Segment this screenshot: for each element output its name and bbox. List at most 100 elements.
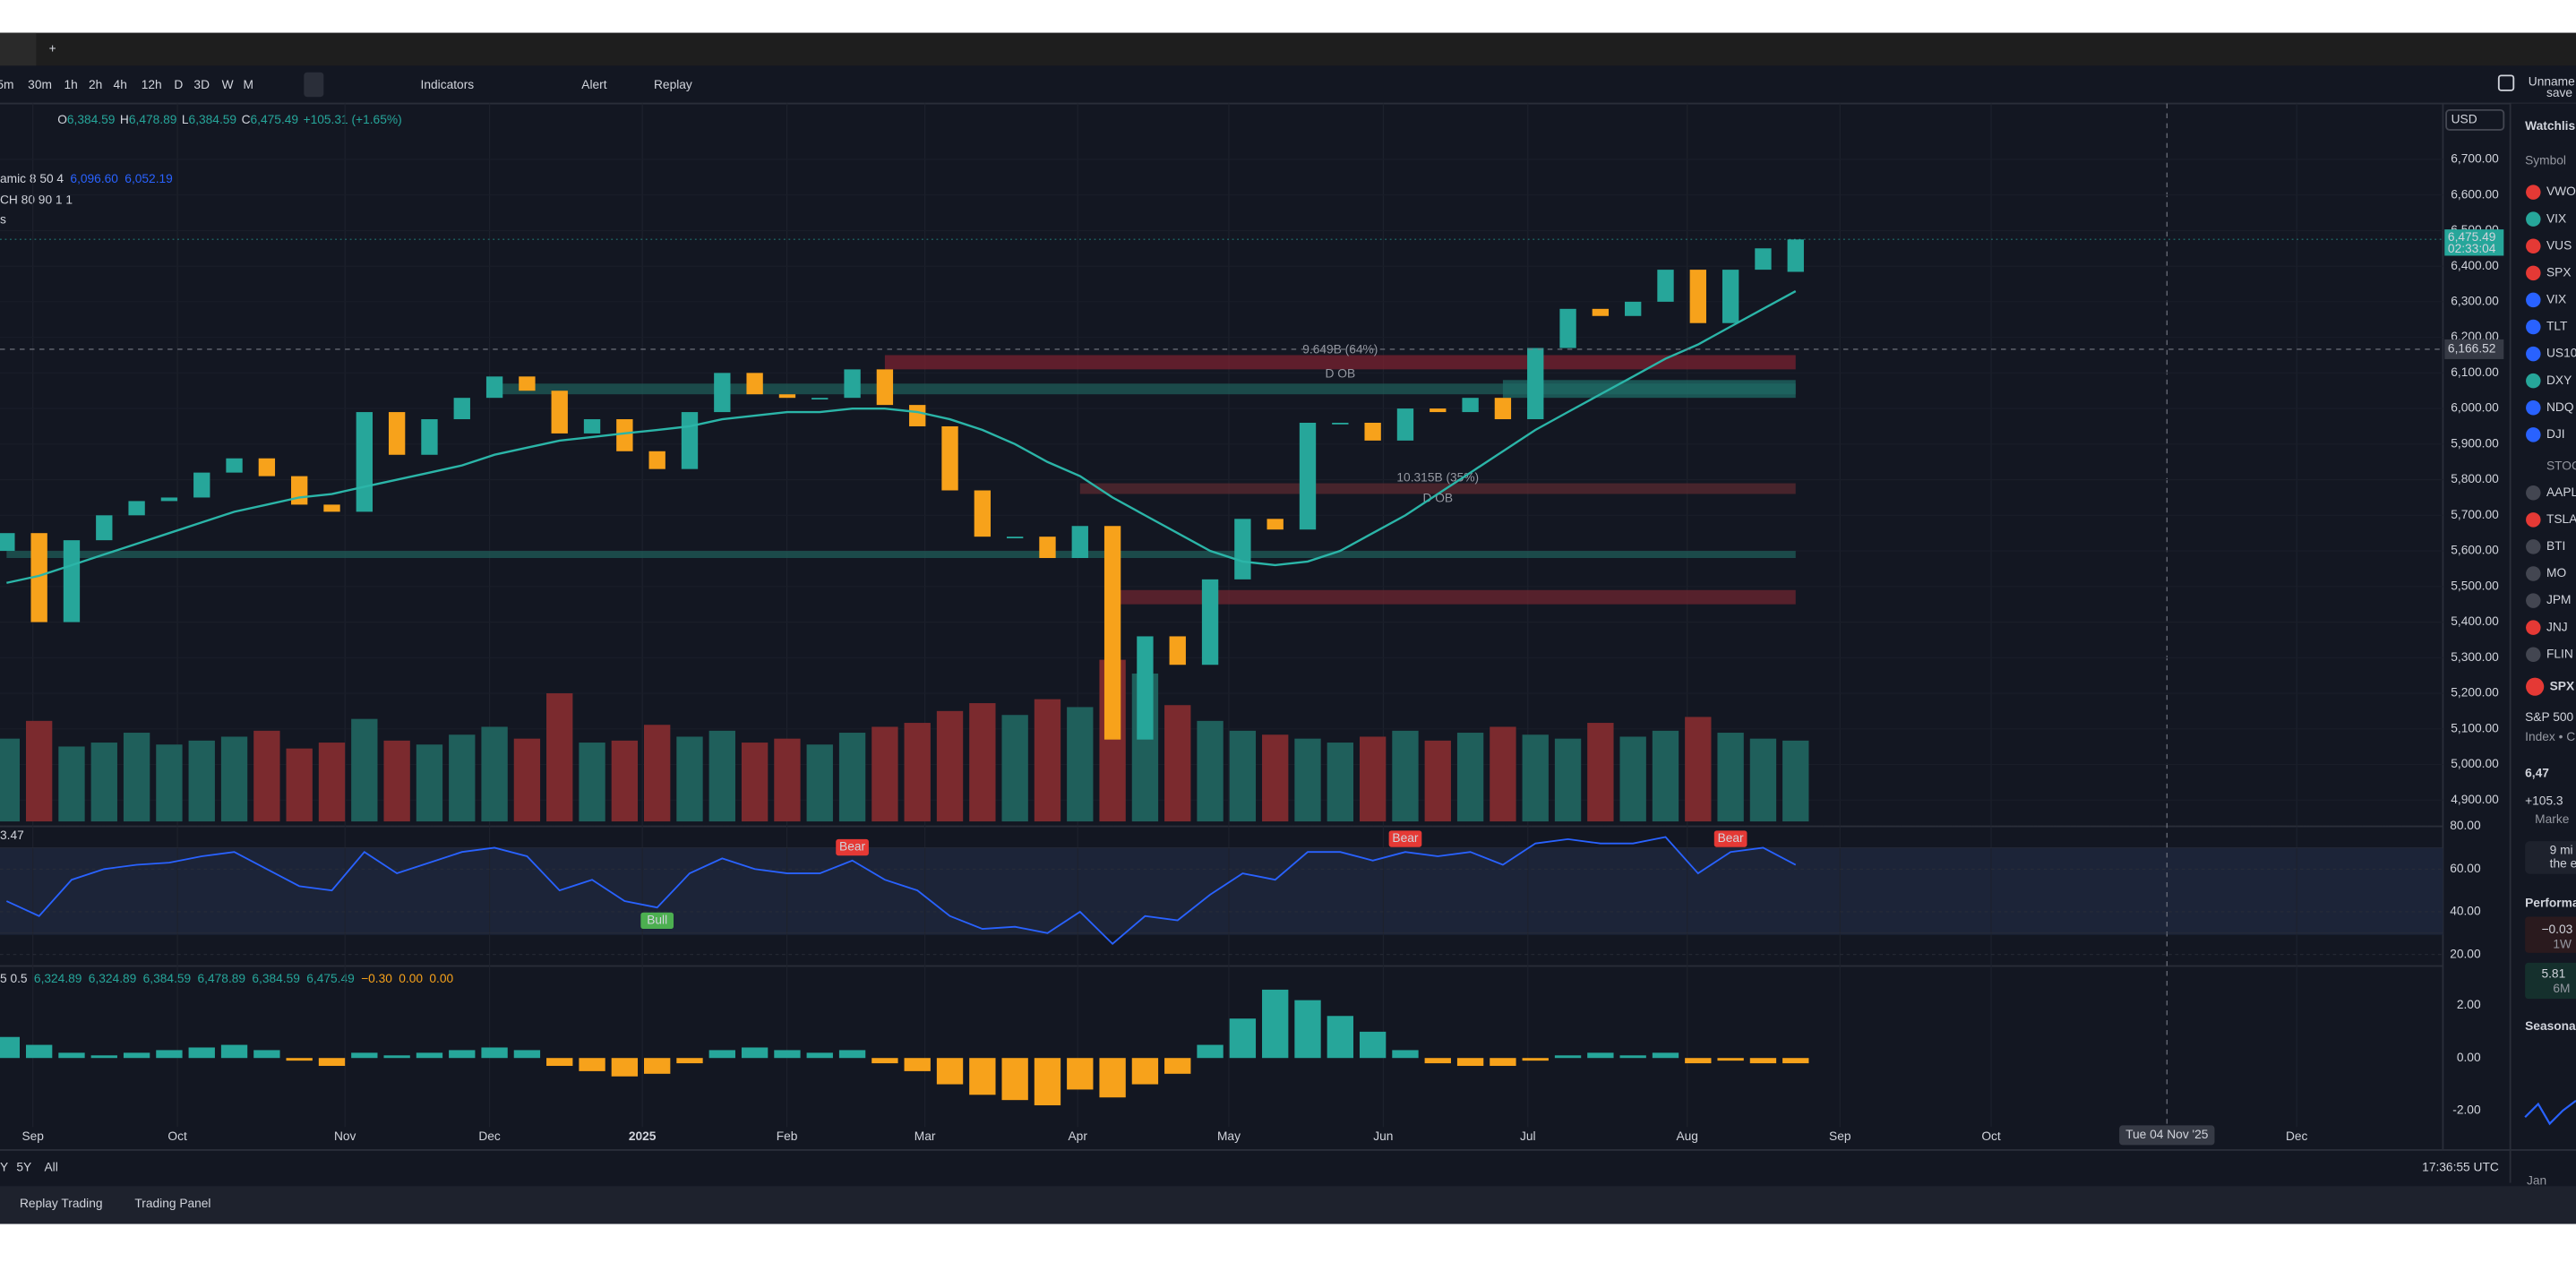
macd-bar	[774, 1050, 801, 1059]
layout-name[interactable]: Unname	[2529, 74, 2575, 88]
candle-body	[876, 369, 894, 406]
macd-bar	[1652, 1052, 1679, 1059]
candle-body	[323, 504, 340, 512]
candle-body	[1657, 270, 1674, 302]
order-block-sublabel: D OB	[1422, 492, 1453, 505]
top-toolbar	[0, 65, 2576, 104]
interval-button[interactable]: 3D	[193, 78, 210, 91]
macd-value: 6,384.59	[143, 972, 192, 985]
watchlist-symbol[interactable]: VIX	[2546, 293, 2566, 306]
interval-button[interactable]: 1h	[64, 78, 78, 91]
interval-button[interactable]: 12h	[142, 78, 162, 91]
news-text: the e	[2550, 856, 2576, 870]
watchlist-symbol[interactable]: US10	[2546, 347, 2576, 360]
time-label: Feb	[777, 1129, 798, 1143]
macd-bar	[123, 1052, 150, 1059]
macd-bar	[1685, 1058, 1712, 1064]
macd-bar	[644, 1058, 671, 1074]
macd-bar	[1456, 1058, 1484, 1067]
watchlist-symbol[interactable]: NDQ	[2546, 400, 2574, 414]
ohlc-part: 6,384.59	[189, 113, 237, 126]
candle-body	[811, 398, 829, 400]
candle-body	[1430, 408, 1447, 413]
watchlist-symbol[interactable]: SPX	[2546, 265, 2572, 279]
detail-symbol: SPX	[2550, 679, 2575, 692]
range-button[interactable]: All	[45, 1161, 58, 1174]
macd-bar	[513, 1050, 541, 1059]
macd-bar	[156, 1050, 183, 1059]
watchlist-symbol[interactable]: DXY	[2546, 374, 2572, 387]
interval-button[interactable]: 30m	[28, 78, 52, 91]
divergence-tag	[1713, 830, 1747, 847]
indicator-legend: s	[0, 212, 6, 226]
perf-card	[2525, 962, 2576, 1000]
candle-body	[1234, 519, 1251, 580]
interval-button[interactable]: D	[174, 78, 183, 91]
watchlist-symbol[interactable]: VUS	[2546, 238, 2572, 252]
candle-body	[193, 472, 210, 498]
price-tick-label: 6,600.00	[2451, 187, 2499, 201]
interval-button[interactable]: 5m	[0, 78, 13, 91]
watchlist-symbol[interactable]: VWO	[2546, 185, 2576, 198]
watchlist-symbol[interactable]: AAPL	[2546, 485, 2576, 499]
watchlist-symbol[interactable]: FLIN	[2546, 647, 2573, 660]
panel-tab[interactable]: Replay Trading	[20, 1197, 102, 1210]
indicator-value: 6,052.19	[125, 172, 173, 185]
time-label: Dec	[478, 1129, 501, 1143]
active-tab[interactable]	[0, 32, 37, 66]
macd-bar	[1587, 1052, 1614, 1059]
volume-bar	[1522, 734, 1549, 822]
candle-body	[941, 425, 958, 491]
symbol-icon	[2526, 238, 2541, 254]
macd-bar	[383, 1055, 410, 1059]
watchlist-title: Watchlis	[2525, 119, 2575, 133]
replay-button[interactable]: Replay	[654, 78, 692, 91]
symbol-icon	[2526, 647, 2541, 662]
divergence-label: Bull	[647, 914, 667, 927]
macd-bar	[1490, 1058, 1516, 1067]
watchlist-symbol[interactable]: MO	[2546, 566, 2566, 580]
watchlist-symbol[interactable]: TSLA	[2546, 512, 2576, 526]
candle-body	[714, 373, 731, 413]
interval-button[interactable]: 4h	[114, 78, 127, 91]
watchlist-symbol[interactable]: JPM	[2546, 593, 2572, 606]
price-tick-label: 6,300.00	[2451, 295, 2499, 308]
macd-tick-label: 0.00	[2457, 1051, 2481, 1064]
perf-value: −0.03	[2541, 923, 2572, 936]
interval-button[interactable]: W	[222, 78, 234, 91]
watchlist-symbol[interactable]: TLT	[2546, 320, 2568, 333]
crosshair-price-label: 6,166.52	[2448, 342, 2496, 356]
macd-bar	[0, 1036, 21, 1059]
alert-button[interactable]: Alert	[581, 78, 606, 91]
candle-body	[291, 476, 308, 505]
interval-button[interactable]: M	[243, 78, 253, 91]
order-block-zone	[494, 383, 1796, 395]
volume-bar	[611, 740, 639, 822]
time-label: Aug	[1676, 1129, 1697, 1143]
layout-icon[interactable]	[2497, 74, 2515, 91]
range-button[interactable]: 5Y	[16, 1161, 31, 1174]
new-tab-button[interactable]: +	[49, 42, 56, 56]
watchlist-symbol[interactable]: DJI	[2546, 427, 2565, 441]
candle-body	[356, 412, 373, 512]
countdown-label: 02:33:04	[2448, 242, 2496, 255]
volume-bar	[1490, 726, 1516, 822]
price-tick-label: 5,000.00	[2451, 757, 2499, 770]
chart-type-button[interactable]	[304, 72, 324, 98]
range-button[interactable]: Y	[0, 1161, 8, 1174]
volume-bar	[1587, 723, 1614, 822]
macd-bar	[1099, 1058, 1126, 1098]
panel-tab[interactable]: Trading Panel	[134, 1197, 210, 1210]
indicators-button[interactable]: Indicators	[421, 78, 475, 91]
candle-body	[746, 373, 763, 395]
macd-legend: 5 0.5 6,324.89 6,324.89 6,384.59 6,478.89 6,3…	[0, 972, 453, 985]
watchlist-symbol[interactable]: VIX	[2546, 211, 2566, 225]
watchlist-symbol[interactable]: JNJ	[2546, 620, 2568, 633]
candle-body	[519, 376, 536, 391]
macd-bar	[579, 1058, 605, 1071]
indicator-legend: CH 80 90 1 1	[0, 193, 73, 206]
currency-label[interactable]: USD	[2451, 113, 2477, 126]
volume-bar	[579, 743, 605, 822]
interval-button[interactable]: 2h	[89, 78, 102, 91]
watchlist-symbol[interactable]: BTI	[2546, 539, 2565, 553]
